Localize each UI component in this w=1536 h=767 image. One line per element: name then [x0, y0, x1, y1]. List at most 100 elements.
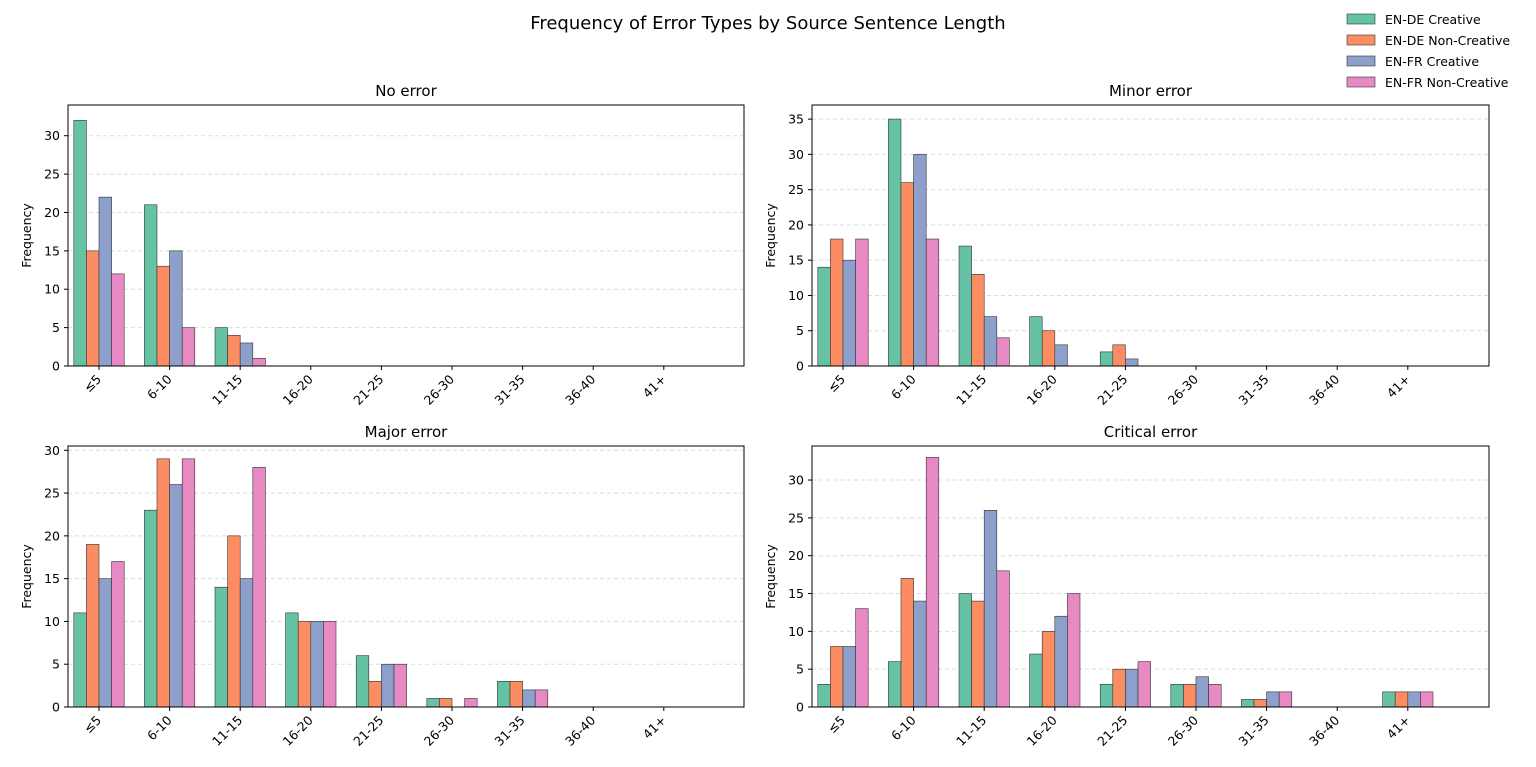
y-tick-label: 0	[52, 700, 60, 715]
bar-en-fr-creative-6-10	[169, 484, 183, 708]
bar-en-de-non-creative-6-10	[156, 265, 170, 367]
x-tick-label-31-35: 31-35	[1235, 713, 1271, 749]
bar-en-fr-non-creative-6-10	[181, 458, 196, 708]
panels: 0 5 10 15 20 25 30 ≤5 6-10 11-15 16-20 21-25 26-30 31…	[19, 82, 1490, 749]
bar-en-de-non-creative-le5	[830, 238, 844, 367]
y-tick-label: 0	[796, 700, 804, 715]
bar-en-de-creative-11-15	[958, 593, 972, 708]
bar-en-de-creative-6-10	[144, 204, 158, 367]
bar-en-de-creative-le5	[817, 684, 831, 708]
bar-en-fr-non-creative-6-10	[925, 238, 940, 367]
bar-en-de-creative-41	[1382, 691, 1396, 708]
bar-en-fr-creative-16-20	[1054, 344, 1068, 367]
bar-en-fr-non-creative-16-20	[1067, 593, 1081, 708]
bar-en-de-creative-le5	[817, 266, 831, 367]
legend-swatch-en-de-non-creative	[1346, 34, 1376, 46]
bar-en-de-creative-6-10	[888, 118, 902, 367]
x-tick-label-le5: ≤5	[80, 713, 104, 737]
y-tick-label: 5	[796, 323, 804, 338]
bar-en-fr-creative-11-15	[983, 316, 998, 367]
y-tick-label: 0	[52, 359, 60, 374]
bar-en-de-creative-16-20	[285, 612, 299, 708]
x-tick-label-16-20: 16-20	[1024, 371, 1060, 407]
bar-en-de-creative-31-35	[1241, 699, 1255, 708]
bar-en-de-non-creative-26-30	[1183, 684, 1197, 708]
bar-en-fr-creative-26-30	[1195, 676, 1209, 708]
bar-en-de-non-creative-16-20	[1041, 330, 1056, 367]
bar-en-de-non-creative-11-15	[227, 535, 241, 708]
bar-en-fr-creative-21-25	[381, 663, 395, 708]
bar-en-de-non-creative-11-15	[227, 334, 241, 367]
x-tick-label-36-40: 36-40	[1306, 371, 1342, 407]
legend-label-en-fr-creative: EN-FR Creative	[1385, 54, 1479, 69]
y-tick-label: 35	[788, 112, 804, 127]
x-tick-label-6-10: 6-10	[144, 371, 175, 402]
x-tick-label-6-10: 6-10	[144, 712, 175, 743]
bar-en-fr-non-creative-le5	[855, 238, 869, 367]
panel-title: Critical error	[1104, 423, 1198, 441]
x-tick-label-26-30: 26-30	[1165, 371, 1201, 407]
x-tick-label-le5: ≤5	[824, 372, 848, 396]
y-tick-label: 25	[788, 510, 804, 525]
bar-en-de-non-creative-41	[1394, 691, 1409, 708]
y-tick-label: 25	[788, 182, 804, 197]
y-axis-label: Frequency	[763, 544, 778, 609]
x-tick-label-le5: ≤5	[80, 372, 104, 396]
bar-en-fr-non-creative-26-30	[1208, 684, 1222, 708]
bar-en-de-creative-6-10	[888, 661, 902, 708]
bar-en-fr-non-creative-11-15	[252, 358, 266, 367]
bar-en-de-creative-16-20	[1029, 653, 1043, 708]
bar-en-fr-creative-6-10	[913, 600, 927, 708]
bar-en-fr-creative-le5	[842, 646, 856, 708]
axes-frame	[67, 104, 745, 367]
bar-en-fr-non-creative-11-15	[996, 337, 1010, 367]
bar-en-fr-creative-21-25	[1125, 668, 1139, 708]
bar-en-de-non-creative-16-20	[297, 621, 312, 708]
legend: EN-DE Creative EN-DE Non-Creative EN-FR …	[1346, 12, 1510, 90]
y-tick-label: 15	[44, 243, 60, 258]
y-tick-label: 30	[788, 147, 804, 162]
bar-en-de-non-creative-11-15	[971, 600, 985, 708]
bar-en-de-non-creative-16-20	[1041, 631, 1056, 708]
bar-en-de-non-creative-21-25	[1112, 344, 1126, 367]
y-tick-label: 30	[44, 443, 60, 458]
bar-en-fr-creative-11-15	[239, 578, 254, 708]
y-tick-label: 10	[788, 288, 804, 303]
bar-en-de-non-creative-31-35	[1253, 699, 1267, 708]
bar-en-de-creative-le5	[73, 612, 87, 708]
legend-swatch-en-fr-creative	[1346, 55, 1376, 67]
bar-en-de-non-creative-11-15	[971, 273, 985, 367]
x-tick-label-41: 41+	[640, 372, 669, 401]
bar-en-de-creative-26-30	[426, 698, 440, 708]
y-tick-label: 0	[796, 359, 804, 374]
bar-en-fr-non-creative-31-35	[1278, 691, 1293, 708]
bar-en-de-non-creative-26-30	[439, 698, 453, 708]
bar-en-fr-creative-41	[1407, 691, 1421, 708]
x-tick-label-le5: ≤5	[824, 713, 848, 737]
axes-frame	[811, 104, 1490, 367]
x-tick-label-26-30: 26-30	[1165, 712, 1201, 748]
x-tick-label-36-40: 36-40	[562, 712, 598, 748]
legend-label-en-de-creative: EN-DE Creative	[1385, 12, 1481, 27]
x-tick-label-16-20: 16-20	[1024, 712, 1060, 748]
bar-en-fr-non-creative-6-10	[181, 327, 196, 367]
bar-en-de-non-creative-21-25	[1112, 668, 1126, 708]
legend-label-en-de-non-creative: EN-DE Non-Creative	[1385, 33, 1510, 48]
legend-swatch-en-de-creative	[1346, 13, 1376, 25]
x-tick-label-36-40: 36-40	[1306, 712, 1342, 748]
panel-title: Minor error	[1109, 82, 1193, 100]
axes-frame	[811, 445, 1490, 708]
bar-en-de-creative-21-25	[1099, 684, 1114, 708]
x-tick-label-16-20: 16-20	[280, 712, 316, 748]
x-tick-label-26-30: 26-30	[421, 712, 457, 748]
y-tick-label: 5	[52, 320, 60, 335]
bar-en-de-creative-11-15	[958, 245, 972, 367]
x-tick-label-6-10: 6-10	[888, 371, 919, 402]
y-axis-label: Frequency	[763, 203, 778, 268]
y-axis-label: Frequency	[19, 544, 34, 609]
bar-en-fr-creative-6-10	[913, 154, 927, 367]
panel-title: Major error	[365, 423, 449, 441]
bar-en-de-creative-31-35	[497, 681, 511, 708]
y-tick-label: 30	[788, 473, 804, 488]
